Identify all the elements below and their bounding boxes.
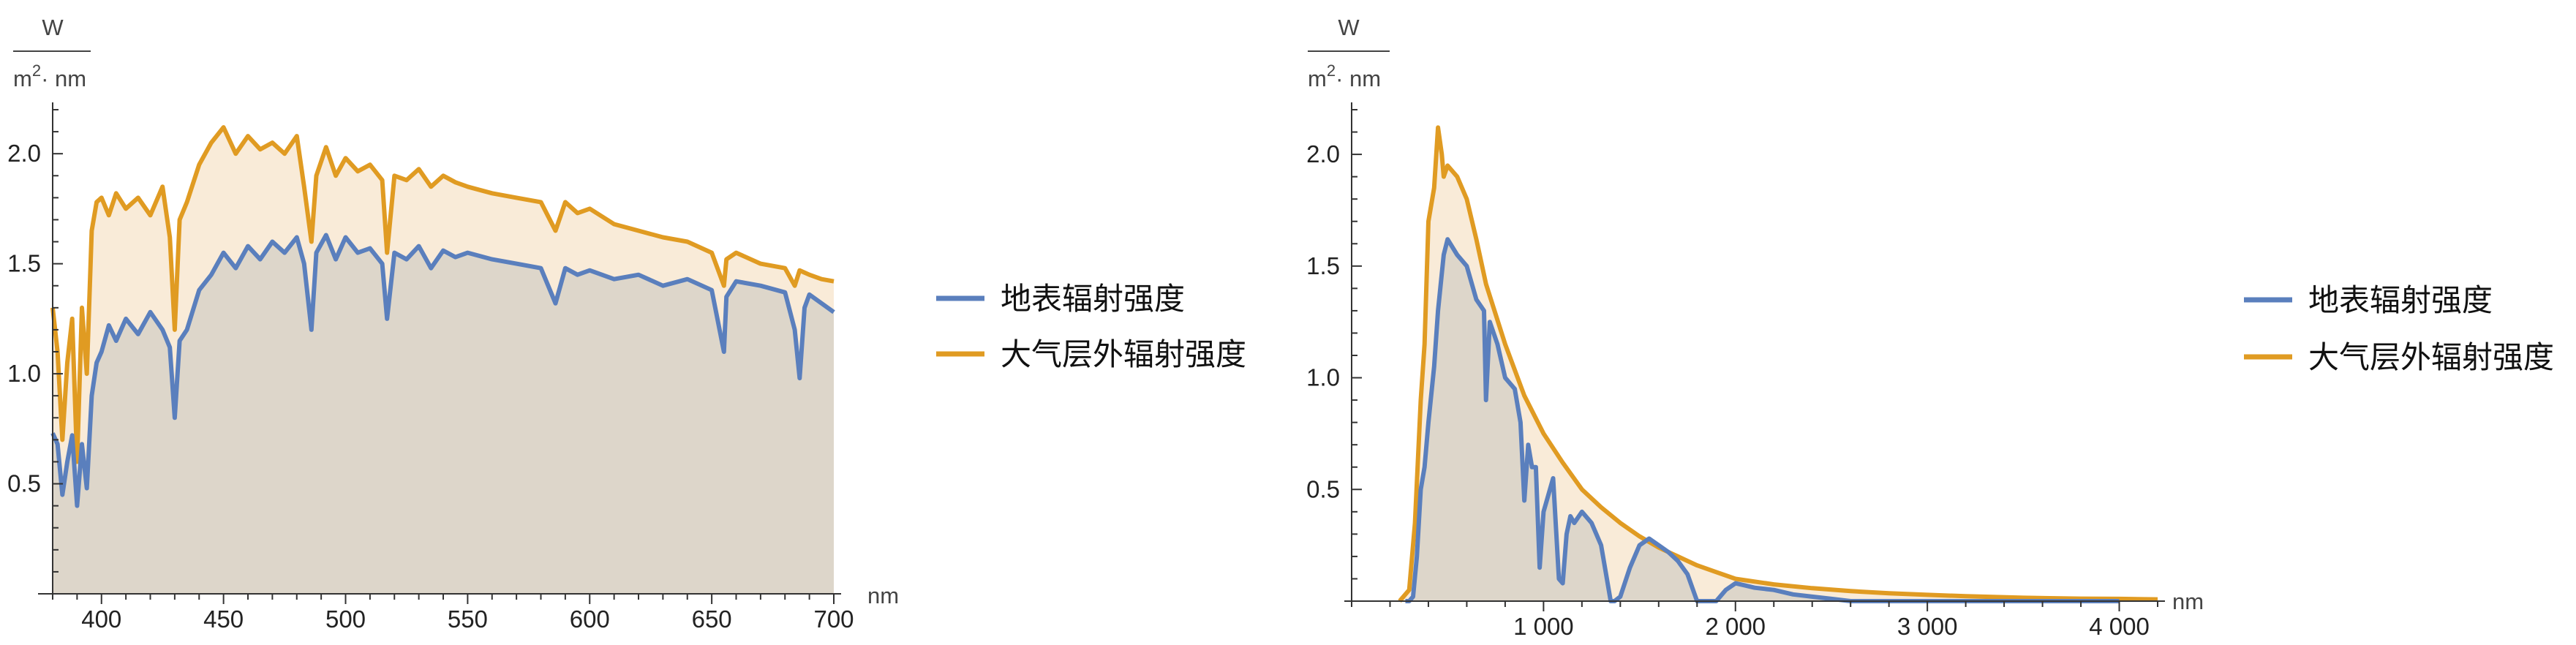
y-tick-label: 2.0 xyxy=(7,140,41,167)
line-surface xyxy=(1405,237,2120,603)
x-unit-label-right: nm xyxy=(2172,589,2204,614)
x-tick-label: 500 xyxy=(325,606,366,633)
y-tick-label: 1.5 xyxy=(1306,252,1340,279)
y-tick-label: 0.5 xyxy=(7,470,41,497)
x-tick-label: 4 000 xyxy=(2089,613,2150,640)
line-extraterrestrial xyxy=(50,125,835,464)
area-surface xyxy=(53,235,834,594)
x-tick-label: 550 xyxy=(448,606,488,633)
x-tick-label: 600 xyxy=(570,606,610,633)
chart-full-range: W m2· nm 1 000 2 000 3 000 4 000 0.5 1.0 1.5 2.… xyxy=(1306,15,2204,640)
legend-label-surface: 地表辐射强度 xyxy=(1001,281,1185,317)
x-tick-label: 1 000 xyxy=(1513,613,1574,640)
x-tick-label: 2 000 xyxy=(1705,613,1766,640)
legend-right: 地表辐射强度 大气层外辐射强度 xyxy=(2244,282,2554,375)
y-tick-label: 0.5 xyxy=(1306,475,1340,502)
unit-denominator: m2· nm xyxy=(13,61,86,91)
unit-numerator: W xyxy=(1338,15,1360,40)
x-tick-label: 400 xyxy=(81,606,121,633)
line-surface xyxy=(50,233,835,508)
plot-area-left: 400 450 500 550 600 650 700 0.5 1.0 1.5 2.0 xyxy=(7,102,854,633)
y-tick-label: 2.0 xyxy=(1306,140,1340,167)
area-surface xyxy=(1405,239,2120,601)
x-tick-label: 3 000 xyxy=(1897,613,1958,640)
legend-label-extraterrestrial: 大气层外辐射强度 xyxy=(2308,339,2554,375)
x-tick-label: 450 xyxy=(203,606,244,633)
legend-left: 地表辐射强度 大气层外辐射强度 xyxy=(936,281,1246,372)
unit-denominator: m2· nm xyxy=(1308,61,1381,91)
y-tick-label: 1.5 xyxy=(7,250,41,277)
y-tick-label: 1.0 xyxy=(1306,364,1340,391)
unit-numerator: W xyxy=(42,15,64,40)
legend-label-surface: 地表辐射强度 xyxy=(2308,282,2493,318)
x-unit-label-left: nm xyxy=(867,583,899,608)
line-extraterrestrial xyxy=(1398,125,2158,603)
x-tick-label: 650 xyxy=(692,606,732,633)
x-tick-label: 700 xyxy=(813,606,854,633)
y-tick-label: 1.0 xyxy=(7,360,41,387)
plot-area-right: 1 000 2 000 3 000 4 000 0.5 1.0 1.5 2.0 xyxy=(1306,102,2165,640)
unit-label-y-left: W m2· nm xyxy=(13,15,91,91)
legend-label-extraterrestrial: 大气层外辐射强度 xyxy=(1001,336,1246,372)
unit-label-y-right: W m2· nm xyxy=(1308,15,1390,91)
chart-visible-range: W m2· nm 400 450 500 550 600 650 700 0.5 1.0 1.5 2… xyxy=(7,15,899,633)
